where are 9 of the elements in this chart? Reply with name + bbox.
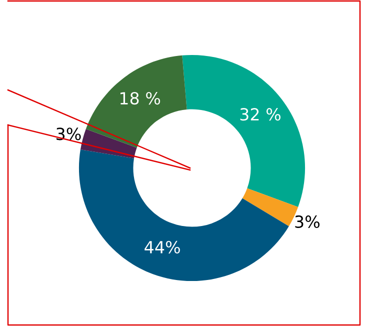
donut-slice (86, 55, 187, 148)
donut-slice (182, 54, 306, 208)
data-label: 18 % (120, 92, 160, 105)
data-label: 44% (144, 240, 180, 254)
data-label: 3% (295, 215, 320, 228)
data-label: 32 % (240, 108, 280, 121)
donut-slice (80, 128, 137, 158)
data-label: 3% (56, 128, 81, 140)
donut-slice (78, 150, 289, 282)
